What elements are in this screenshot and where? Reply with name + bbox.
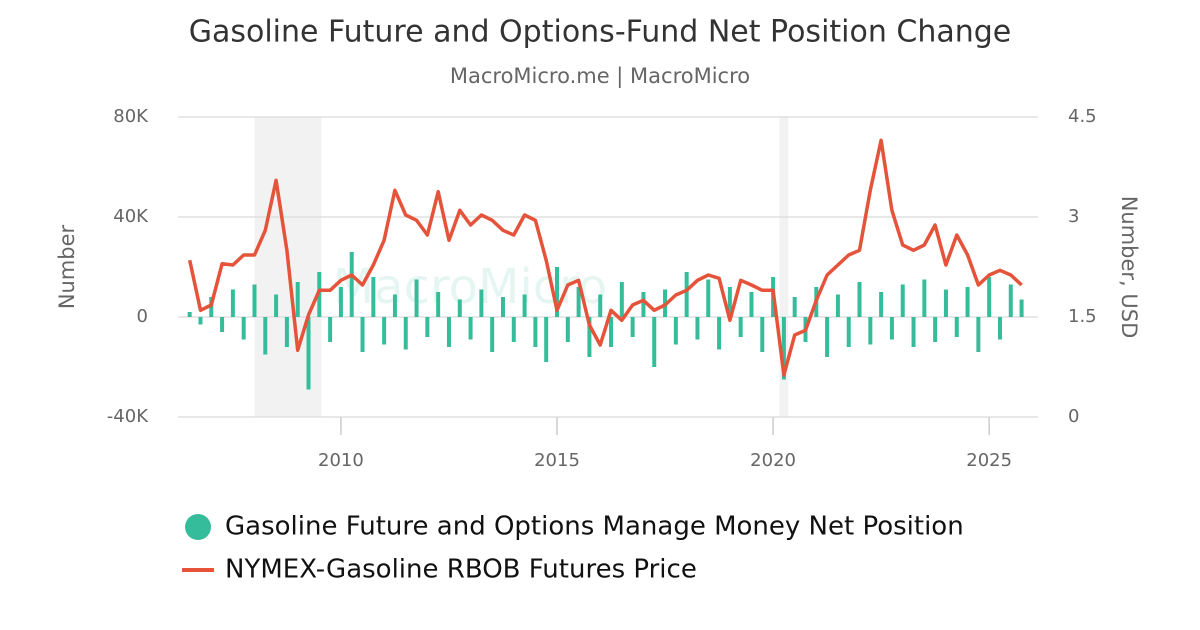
y-tick-label: 40K: [113, 206, 149, 227]
bar: [338, 287, 343, 317]
bar: [446, 317, 451, 347]
bar: [825, 317, 830, 357]
bar: [295, 282, 300, 317]
bar: [284, 317, 289, 347]
bar: [727, 287, 732, 317]
y2-tick-label: 4.5: [1068, 106, 1097, 127]
bar: [749, 292, 754, 317]
bar: [360, 317, 365, 352]
bar: [760, 317, 765, 352]
bar: [414, 279, 419, 317]
bar: [565, 317, 570, 342]
chart-subtitle: MacroMicro.me | MacroMicro: [450, 64, 750, 89]
bar: [933, 317, 938, 342]
bar: [511, 317, 516, 342]
watermark: MacroMicro: [333, 259, 607, 315]
bar: [997, 317, 1002, 340]
bar: [976, 317, 981, 352]
chart-title: Gasoline Future and Options-Fund Net Pos…: [189, 15, 1012, 50]
bar: [187, 312, 192, 317]
bar: [965, 287, 970, 317]
bar: [717, 317, 722, 350]
legend-marker: [185, 514, 211, 540]
x-tick-label: 2025: [966, 450, 1012, 471]
bar: [328, 317, 333, 342]
y-tick-label: 0: [137, 306, 148, 327]
bar: [641, 292, 646, 317]
bar: [587, 317, 592, 357]
legend-label: Gasoline Future and Options Manage Money…: [225, 512, 964, 542]
bar: [684, 272, 689, 317]
bar: [619, 282, 624, 317]
bar: [241, 317, 246, 340]
bar: [652, 317, 657, 367]
bar: [392, 294, 397, 317]
y-axis-label: Number: [55, 224, 79, 309]
bar: [457, 299, 462, 317]
bar: [857, 282, 862, 317]
bar: [490, 317, 495, 352]
y-tick-label: -40K: [107, 406, 149, 427]
x-tick-label: 2020: [750, 450, 796, 471]
bar: [598, 294, 603, 317]
bar: [263, 317, 268, 355]
bar: [555, 267, 560, 317]
bar: [1019, 299, 1024, 317]
bar: [1008, 284, 1013, 317]
bar: [371, 277, 376, 317]
bar: [673, 317, 678, 345]
bar: [835, 294, 840, 317]
bar: [922, 279, 927, 317]
bar: [252, 284, 257, 317]
bar: [706, 279, 711, 317]
bar: [382, 317, 387, 345]
price-line: [187, 138, 1023, 377]
legend-label: NYMEX-Gasoline RBOB Futures Price: [225, 555, 697, 585]
bar: [889, 317, 894, 340]
bar: [425, 317, 430, 337]
bar: [349, 252, 354, 317]
bar: [479, 289, 484, 317]
bar: [576, 287, 581, 317]
bar: [533, 317, 538, 347]
bar: [522, 294, 527, 317]
bar: [879, 292, 884, 317]
bar: [220, 317, 225, 332]
bar: [781, 317, 786, 380]
x-tick-label: 2010: [318, 450, 364, 471]
bar: [230, 289, 235, 317]
x-tick-label: 2015: [534, 450, 580, 471]
bar: [630, 317, 635, 337]
bar: [695, 317, 700, 340]
bar: [987, 277, 992, 317]
bar: [468, 317, 473, 340]
bar: [403, 317, 408, 350]
bar: [738, 317, 743, 337]
bar: [911, 317, 916, 347]
bar: [846, 317, 851, 347]
bar: [609, 317, 614, 347]
y-tick-label: 80K: [113, 106, 149, 127]
bar: [943, 289, 948, 317]
bar: [198, 317, 203, 325]
bar: [274, 294, 279, 317]
bar: [436, 292, 441, 317]
bar: [544, 317, 549, 362]
y2-tick-label: 0: [1068, 406, 1079, 427]
bar: [954, 317, 959, 337]
bar: [868, 317, 873, 345]
bar: [900, 284, 905, 317]
y2-axis-label: Number, USD: [1117, 196, 1141, 339]
y2-tick-label: 1.5: [1068, 306, 1097, 327]
y2-tick-label: 3: [1068, 206, 1079, 227]
bar: [792, 297, 797, 317]
bar: [306, 317, 311, 390]
shaded-range: [779, 117, 789, 417]
bar: [209, 297, 214, 317]
bar: [500, 297, 505, 317]
